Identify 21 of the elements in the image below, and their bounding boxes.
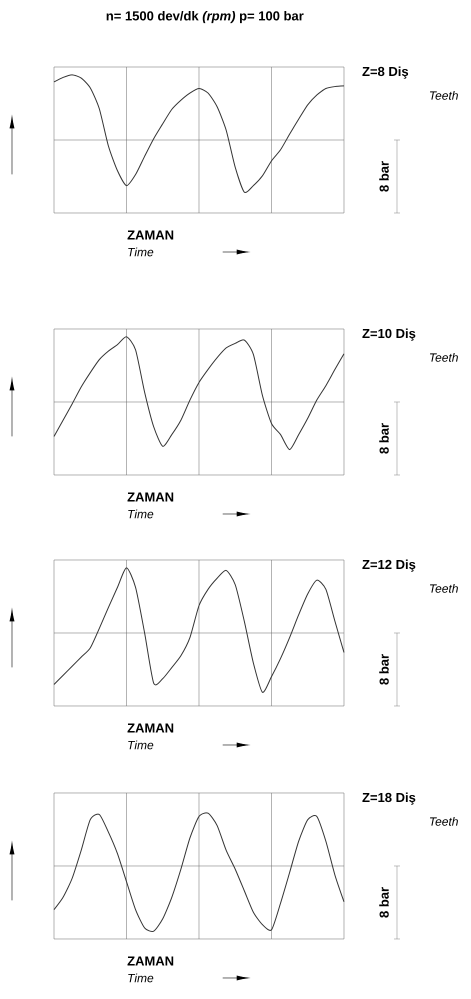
text: Z=10 Diş <box>362 328 416 341</box>
text: Time <box>128 510 154 518</box>
text: 8 bar <box>379 887 389 918</box>
text: 8 bar <box>379 161 389 192</box>
text: n= 1500 dev/dk (rpm) p= 100 bar <box>106 10 304 24</box>
text: Teeth <box>430 352 458 362</box>
x-axis-title: ZAMAN <box>128 230 174 240</box>
x-axis-title: ZAMAN <box>128 492 174 502</box>
text: Teeth <box>430 90 458 100</box>
text: Time <box>128 248 154 256</box>
text: 8 bar <box>379 654 389 685</box>
text: 8 bar <box>379 423 389 454</box>
text: Z=18 Diş <box>362 792 416 805</box>
text: Teeth <box>430 584 458 593</box>
x-axis-title: ZAMAN <box>128 724 174 732</box>
text: Time <box>128 974 154 982</box>
text: Z=12 Diş <box>362 560 416 572</box>
x-axis-title: ZAMAN <box>128 956 174 966</box>
text: Teeth <box>430 816 458 826</box>
text: Z=8 Diş <box>362 66 408 79</box>
text: Time <box>128 740 154 750</box>
